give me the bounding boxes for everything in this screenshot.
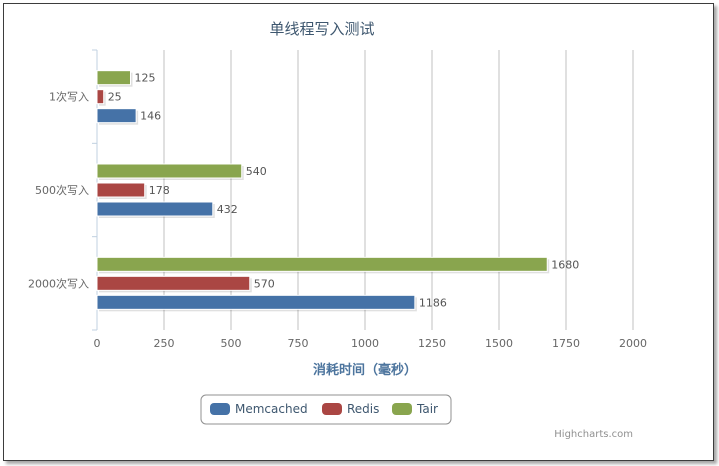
data-label: 1186 bbox=[419, 296, 447, 309]
bar[interactable] bbox=[96, 256, 548, 272]
data-label: 178 bbox=[149, 184, 170, 197]
credit-link[interactable]: Highcharts.com bbox=[554, 429, 633, 440]
category-axis-ticks bbox=[92, 49, 97, 331]
data-label: 570 bbox=[254, 277, 275, 290]
legend-item-label[interactable]: Tair bbox=[416, 402, 438, 416]
bar[interactable] bbox=[96, 201, 214, 217]
legend-symbol[interactable] bbox=[392, 403, 412, 415]
bar[interactable] bbox=[96, 89, 105, 105]
x-axis-label: 消耗时间（毫秒） bbox=[313, 362, 417, 378]
data-label: 146 bbox=[140, 110, 161, 123]
legend: Memcached Redis Tair bbox=[200, 394, 452, 425]
legend-item-label[interactable]: Redis bbox=[347, 402, 379, 416]
x-tick-label: 1750 bbox=[552, 337, 580, 350]
bar[interactable] bbox=[96, 182, 146, 198]
bar[interactable] bbox=[96, 163, 243, 179]
x-tick-label: 250 bbox=[154, 337, 175, 350]
x-tick-label: 500 bbox=[221, 337, 242, 350]
data-label: 540 bbox=[246, 165, 267, 178]
legend-symbol[interactable] bbox=[210, 403, 230, 415]
category-label: 500次写入 bbox=[35, 183, 89, 197]
x-tick-label: 1000 bbox=[351, 337, 379, 350]
bar[interactable] bbox=[96, 275, 251, 291]
chart-title: 单线程写入测试 bbox=[269, 20, 374, 38]
legend-symbol[interactable] bbox=[322, 403, 342, 415]
data-label: 125 bbox=[135, 72, 156, 85]
category-labels: 1次写入 500次写入 2000次写入 bbox=[28, 90, 89, 291]
bar[interactable] bbox=[96, 108, 137, 124]
x-tick-label: 1250 bbox=[418, 337, 446, 350]
category-label: 2000次写入 bbox=[28, 276, 89, 290]
data-labels: 125 25 146 540 178 432 1680 570 1186 bbox=[108, 72, 580, 310]
x-tick-label: 2000 bbox=[619, 337, 647, 350]
bar[interactable] bbox=[96, 70, 131, 86]
data-label: 25 bbox=[108, 91, 122, 104]
bar[interactable] bbox=[96, 294, 416, 310]
x-axis-tick-labels: 0 250 500 750 1000 1250 1500 1750 2000 bbox=[94, 337, 648, 350]
data-label: 432 bbox=[217, 203, 238, 216]
category-label: 1次写入 bbox=[49, 90, 89, 104]
x-tick-label: 0 bbox=[94, 337, 101, 350]
x-tick-label: 750 bbox=[288, 337, 309, 350]
x-tick-label: 1500 bbox=[485, 337, 513, 350]
legend-item-label[interactable]: Memcached bbox=[235, 402, 308, 416]
data-label: 1680 bbox=[551, 258, 579, 271]
bars bbox=[96, 70, 550, 312]
